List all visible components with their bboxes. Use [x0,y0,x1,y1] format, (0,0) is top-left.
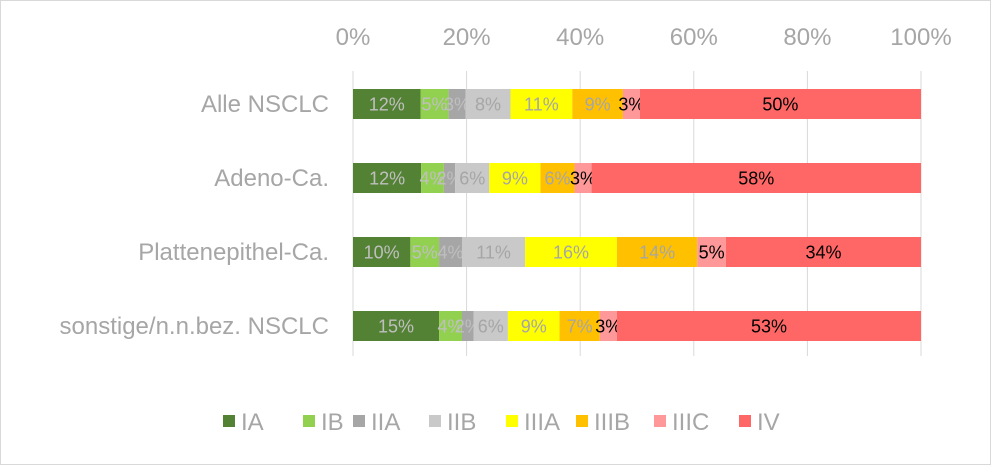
data-label: 3% [618,95,644,115]
legend-swatch [739,415,751,427]
legend-label: IIB [447,409,476,436]
bar-segment-ia [353,311,440,341]
x-tick-label: 20% [443,24,491,51]
bar-segment-iiia [489,163,541,193]
data-label: 58% [738,169,774,189]
bar-segment-iib [455,163,490,193]
data-label: 9% [502,169,528,189]
legend-label: IB [321,409,344,436]
data-label: 6% [459,169,485,189]
bar-segment-iiib [559,311,600,341]
data-label: 9% [585,95,611,115]
legend-swatch [223,415,235,427]
legend-label: IV [757,409,780,436]
bar-segment-iia [462,311,474,341]
data-label: 34% [805,243,841,263]
bar-segment-iiic [697,237,726,267]
legend-label: IIIA [524,409,560,436]
x-tick-label: 40% [556,24,604,51]
data-label: 11% [476,243,511,263]
x-tick-label: 0% [336,24,371,51]
data-label: 6% [544,169,570,189]
bar-segment-iiic [622,89,640,119]
data-label: 6% [478,317,504,337]
legend-swatch [576,415,588,427]
bar-segment-iib [462,237,526,267]
bar-segment-ib [439,311,463,341]
bar-segment-iv [725,237,921,267]
legend: IA IB IIA IIB IIIA IIIB IIIC IV [223,409,780,436]
data-label: 12% [369,169,405,189]
data-label: 14% [639,243,675,263]
category-labels: Alle NSCLC Adeno-Ca. Plattenepithel-Ca. son… [60,91,329,340]
bar-segment-iib [473,311,508,341]
bar-segment-iv [591,163,921,193]
bar-segment-iiic [599,311,617,341]
legend-label: IIA [371,409,400,436]
data-label: 4% [420,169,446,189]
data-label: 10% [364,243,400,263]
data-label: 9% [521,317,547,337]
legend-swatch [429,415,441,427]
bar-segment-iiib [540,163,575,193]
data-label: 11% [524,95,559,115]
legend-label: IIIC [672,409,709,436]
bar-segment-iia [448,89,466,119]
bar-segment-ia [353,163,422,193]
bar-segment-iiia [510,89,573,119]
legend-label: IIIB [594,409,630,436]
legend-label: IA [241,409,264,436]
bar-segment-iv [616,311,921,341]
x-axis-ticks: 0% 20% 40% 60% 80% 100% [336,24,952,51]
bar-segment-ib [410,237,440,267]
bar-segment-iv [639,89,921,119]
bar-segment-iiic [574,163,592,193]
bar-segment-iiia [507,311,560,341]
bar-segment-ib [420,89,449,119]
bars: 12% 5%3% 8% 11% 9% 3% 50%12% 4%2%6% 9% 6% 3% 58%10%… [353,89,921,341]
bar-segment-iib [465,89,511,119]
data-label: 3% [570,169,596,189]
category-label: sonstige/n.n.bez. NSCLC [60,313,329,340]
bar-segment-iiia [525,237,617,267]
category-label: Alle NSCLC [201,91,329,118]
data-label: 12% [369,95,405,115]
data-label: 5% [699,243,725,263]
bar-segment-iiib [616,237,698,267]
data-label: 4% [438,317,464,337]
bar-segment-ia [353,89,421,119]
data-label: 8% [475,95,501,115]
legend-swatch [303,415,315,427]
legend-swatch [353,415,365,427]
bar-segment-iia [439,237,463,267]
bar-segment-ia [353,237,411,267]
category-label: Adeno-Ca. [214,165,329,192]
data-label: 50% [762,95,798,115]
bar-segment-iiib [572,89,623,119]
data-label: 7% [567,317,593,337]
data-label: 3% [595,317,621,337]
data-label: 3% [444,95,470,115]
data-label: 16% [553,243,589,263]
legend-swatch [654,415,666,427]
data-label: 4% [438,243,464,263]
data-label: 15% [378,317,414,337]
bar-segment-ib [421,163,444,193]
x-tick-label: 80% [783,24,831,51]
data-label: 53% [751,317,787,337]
data-label: 5% [422,95,448,115]
bar-segment-iia [443,163,456,193]
legend-swatch [506,415,518,427]
data-label: 5% [412,243,438,263]
x-tick-label: 60% [670,24,718,51]
category-label: Plattenepithel-Ca. [138,239,329,266]
x-tick-label: 100% [890,24,951,51]
